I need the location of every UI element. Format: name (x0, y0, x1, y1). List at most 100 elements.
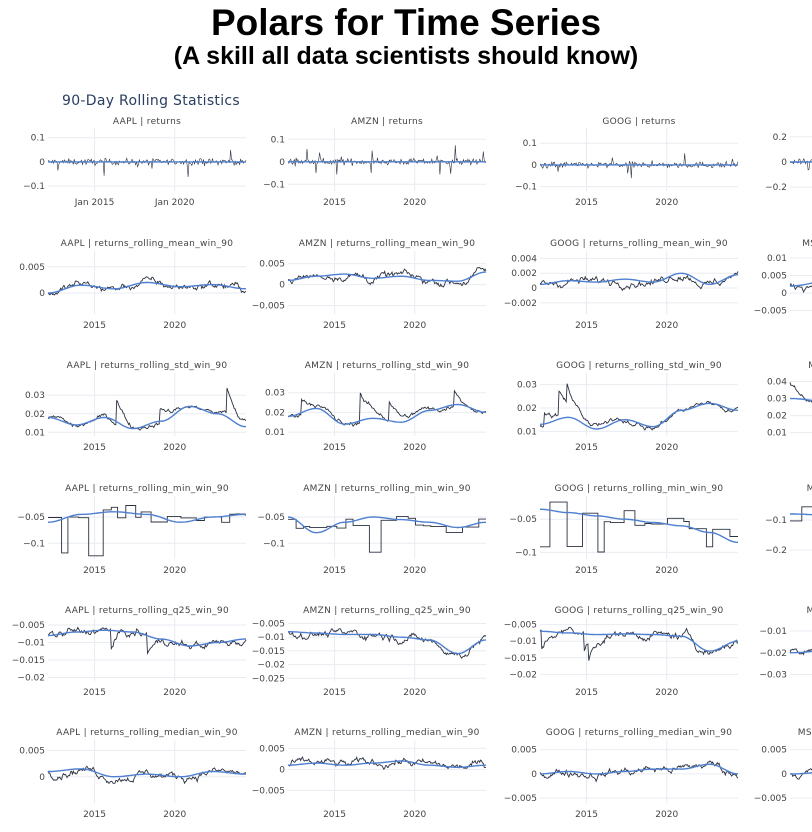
y-tick-label: 0.02 (517, 404, 537, 414)
y-tick-label: −0.005 (754, 794, 787, 804)
x-tick-label: 2015 (575, 321, 598, 331)
subplot-7: MSFT | returns_rolling_mean_win_90 0.01 0.… (754, 239, 812, 317)
subplot-15: MSFT | returns_rolling_min_win_90 −0.1 −0.… (765, 484, 812, 556)
y-tick-label: 0.005 (19, 747, 45, 757)
subplot-12: AAPL | returns_rolling_min_win_90 −0.05 −0… (17, 484, 246, 576)
y-tick-label: 0 (531, 284, 537, 294)
subplot-4: AAPL | returns_rolling_mean_win_90 0.005 0… (19, 239, 247, 331)
raw-series-line (789, 382, 812, 403)
subplot-title: AMZN | returns_rolling_std_win_90 (305, 361, 470, 371)
y-tick-label: −0.005 (252, 302, 285, 312)
y-tick-label: −0.1 (23, 182, 45, 192)
y-tick-label: −0.02 (257, 661, 285, 671)
x-tick-label: 2020 (163, 443, 186, 453)
x-tick-label: 2020 (655, 198, 678, 208)
y-tick-label: 0 (781, 158, 787, 168)
subplot-2: GOOG | returns 0.1 0 −0.1 2015 2020 (515, 117, 739, 208)
y-tick-label: −0.01 (759, 627, 787, 637)
y-tick-label: −0.2 (765, 546, 787, 556)
y-tick-label: −0.002 (504, 299, 537, 309)
y-tick-label: −0.1 (263, 180, 285, 190)
subplot-title: AAPL | returns_rolling_mean_win_90 (61, 239, 234, 249)
x-tick-label: 2020 (403, 321, 426, 331)
x-tick-label: 2020 (655, 321, 678, 331)
x-tick-label: 2015 (323, 688, 346, 698)
subplot-17: AMZN | returns_rolling_q25_win_90 −0.005 −… (252, 606, 487, 698)
y-tick-label: 0.01 (517, 427, 537, 437)
x-tick-label: 2020 (403, 443, 426, 453)
subplot-23: MSFT | returns_rolling_median_win_90 0.00… (754, 728, 812, 804)
smoothed-series-line (47, 511, 246, 523)
x-tick-label: 2020 (163, 810, 186, 820)
y-tick-label: 0.1 (523, 139, 537, 149)
y-tick-label: −0.05 (257, 513, 285, 523)
subplot-11: MSFT | returns_rolling_std_win_90 0.04 0.0… (767, 361, 812, 439)
y-tick-label: −0.2 (765, 183, 787, 193)
y-tick-label: 0.005 (761, 272, 787, 282)
y-tick-label: 0.03 (25, 391, 45, 401)
x-tick-label: Jan 2020 (154, 198, 195, 208)
y-tick-label: −0.05 (509, 515, 537, 525)
y-tick-label: 0.02 (25, 410, 45, 420)
raw-series-line (539, 271, 739, 292)
y-tick-label: −0.03 (759, 670, 787, 680)
smoothed-series-line (47, 629, 247, 647)
y-tick-label: −0.005 (754, 307, 787, 317)
y-tick-label: 0.03 (517, 381, 537, 391)
x-tick-label: 2015 (575, 688, 598, 698)
x-tick-label: 2015 (575, 198, 598, 208)
y-tick-label: 0 (39, 158, 45, 168)
headline-title: Polars for Time Series (210, 2, 602, 43)
subplot-21: AMZN | returns_rolling_median_win_90 0.00… (252, 728, 486, 820)
y-tick-label: −0.005 (12, 621, 45, 631)
subplot-19: MSFT | returns_rolling_q25_win_90 −0.01 −0… (759, 606, 812, 680)
x-tick-label: 2015 (323, 443, 346, 453)
subplot-20: AAPL | returns_rolling_median_win_90 0.00… (19, 728, 247, 820)
x-tick-label: 2020 (655, 810, 678, 820)
y-tick-label: 0 (781, 770, 787, 780)
smoothed-series-line (47, 405, 247, 430)
y-tick-label: −0.02 (759, 649, 787, 659)
y-tick-label: 0.2 (773, 133, 787, 143)
y-tick-label: −0.02 (509, 670, 537, 680)
subplot-title: AAPL | returns_rolling_std_win_90 (67, 361, 228, 371)
y-tick-label: −0.05 (17, 513, 45, 523)
smoothed-series-line (288, 760, 486, 768)
raw-series-line (540, 501, 738, 553)
x-tick-label: 2020 (655, 688, 678, 698)
subplot-title: AAPL | returns_rolling_q25_win_90 (65, 606, 229, 616)
subplot-14: GOOG | returns_rolling_min_win_90 −0.05 −0… (509, 484, 739, 576)
subplot-title: MSFT | returns_rolling_mean_win_90 (802, 239, 812, 249)
smoothed-series-line (47, 281, 247, 294)
x-tick-label: 2020 (163, 321, 186, 331)
x-tick-label: 2015 (575, 443, 598, 453)
raw-series-line (47, 387, 247, 431)
raw-series-line (287, 266, 487, 288)
subplot-title: AMZN | returns_rolling_min_win_90 (303, 484, 471, 494)
y-tick-label: 0.002 (511, 269, 537, 279)
subplot-title: AAPL | returns (113, 117, 181, 127)
x-tick-label: 2020 (403, 198, 426, 208)
x-tick-label: 2020 (403, 810, 426, 820)
subplot-title: GOOG | returns_rolling_min_win_90 (555, 484, 724, 494)
raw-series-line (789, 158, 812, 171)
subplot-1: AMZN | returns 0.1 0 −0.1 2015 2020 (263, 117, 487, 208)
y-tick-label: −0.015 (12, 656, 45, 666)
x-tick-label: 2020 (163, 688, 186, 698)
y-tick-label: 0.02 (265, 408, 285, 418)
y-tick-label: −0.01 (257, 633, 285, 643)
y-tick-label: 0.005 (511, 746, 537, 756)
y-tick-label: 0.1 (31, 134, 45, 144)
y-tick-label: 0.004 (511, 254, 537, 264)
y-tick-label: 0.02 (767, 412, 787, 422)
y-tick-label: 0.03 (767, 395, 787, 405)
y-tick-label: 0 (279, 765, 285, 775)
y-tick-label: 0 (279, 158, 285, 168)
x-tick-label: Jan 2015 (74, 198, 115, 208)
x-tick-label: 2015 (83, 443, 106, 453)
smoothed-series-line (287, 271, 487, 282)
y-tick-label: −0.1 (765, 516, 787, 526)
smoothed-series-line (540, 508, 739, 544)
headline-subtitle: (A skill all data scientists should know… (173, 42, 639, 70)
